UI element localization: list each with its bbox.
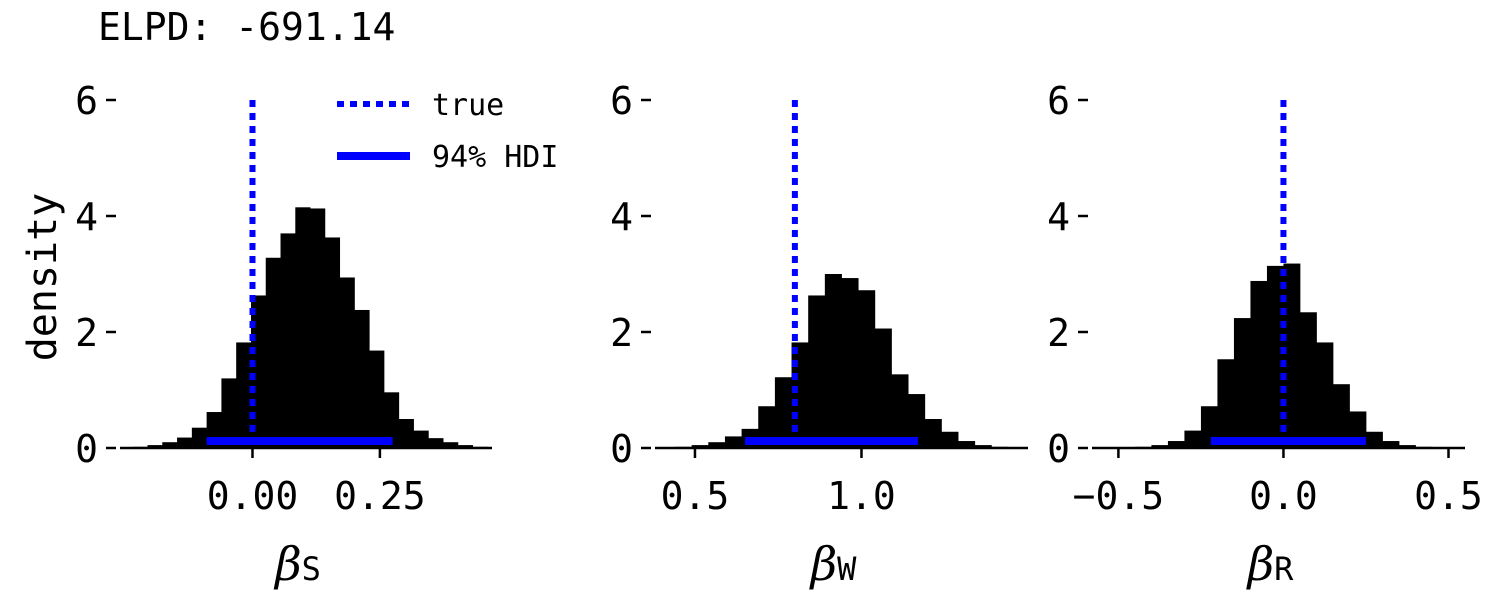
histogram-bar: [708, 442, 726, 448]
y-tick-label: 0: [1047, 427, 1070, 471]
histogram-bar: [908, 394, 926, 448]
legend-hdi-label: 94% HDI: [432, 140, 558, 175]
histogram-bar: [428, 438, 444, 448]
x-axis-label-subscript: W: [837, 550, 857, 588]
histogram-bar: [774, 377, 792, 448]
histogram-bar: [924, 419, 942, 448]
histogram-bar: [1382, 441, 1400, 448]
histogram-bar: [369, 350, 385, 448]
histogram-bar: [310, 208, 326, 448]
histogram-bar: [191, 427, 208, 448]
histogram-bar: [280, 233, 296, 448]
histogram-bar: [691, 445, 709, 448]
x-tick-label: 0.25: [334, 474, 426, 518]
histogram-bar: [841, 278, 859, 448]
histogram-bar: [858, 290, 876, 448]
histogram-bar: [443, 442, 459, 448]
histogram-bar: [1250, 280, 1268, 448]
histogram-bar: [1184, 430, 1202, 448]
histogram-bar: [1233, 318, 1251, 448]
histogram-bar: [324, 237, 341, 448]
y-tick-label: 4: [1047, 195, 1070, 239]
histogram-bar: [974, 445, 992, 448]
legend-true-label: true: [432, 88, 504, 123]
histogram-bar: [1332, 384, 1350, 448]
y-tick-label: 0: [75, 427, 98, 471]
x-tick-label: 1.0: [827, 474, 896, 518]
histogram-bar: [1299, 312, 1317, 448]
x-tick-label: 0.5: [661, 474, 730, 518]
x-axis-label-symbol: β: [809, 537, 838, 591]
histogram-bar: [413, 430, 429, 448]
y-tick-label: 4: [610, 195, 633, 239]
y-tick-label: 4: [75, 195, 98, 239]
histogram-bars: [1118, 263, 1449, 448]
histogram-bar: [354, 309, 370, 448]
histogram-bar: [265, 257, 281, 448]
histogram-bar: [1365, 431, 1383, 448]
x-axis-label-symbol: β: [273, 537, 302, 591]
legend: true 94% HDI: [337, 88, 558, 175]
x-axis-label-subscript: S: [302, 550, 321, 588]
histogram-bar: [457, 445, 474, 448]
histogram-bars: [132, 207, 488, 448]
y-tick-label: 2: [610, 311, 633, 355]
histogram-bars: [674, 274, 1009, 448]
x-tick-label: 0.5: [1414, 474, 1483, 518]
histogram-bar: [1151, 445, 1169, 448]
x-axis-label: βS: [273, 537, 321, 591]
histogram-bar: [250, 295, 267, 448]
histogram-bar: [724, 436, 742, 448]
y-tick-label: 2: [1047, 311, 1070, 355]
histogram-bar: [1167, 441, 1185, 448]
histogram-bar: [941, 431, 959, 448]
histogram-bar: [1266, 265, 1284, 448]
panel-3: −0.5 0.0 0.5 0 2 4 6 βR: [1047, 79, 1483, 591]
histogram-bar: [824, 274, 842, 448]
x-tick-label: −0.5: [1073, 474, 1165, 518]
histogram-bar: [147, 445, 163, 448]
histogram-bar: [162, 442, 178, 448]
histogram-bar: [808, 295, 826, 448]
y-tick-label: 2: [75, 311, 98, 355]
x-axis-label: βR: [1246, 537, 1295, 591]
x-axis-label-subscript: R: [1274, 550, 1294, 588]
histogram-bar: [339, 277, 355, 448]
elpd-title: ELPD: -691.14: [98, 5, 395, 49]
histogram-bar: [221, 378, 237, 448]
y-tick-label: 6: [610, 79, 633, 123]
histogram-bar: [1398, 445, 1416, 448]
y-tick-label: 6: [75, 79, 98, 123]
panel-1: 0.00 0.25 0 2 4 6 βS: [75, 79, 492, 591]
x-axis-label-symbol: β: [1246, 537, 1275, 591]
histogram-bar: [874, 328, 892, 448]
histogram-bar: [958, 441, 976, 448]
histogram-bar: [398, 419, 414, 448]
histogram-bar: [383, 392, 400, 448]
histogram-bar: [791, 342, 809, 448]
histogram-bar: [236, 342, 252, 448]
y-tick-label: 0: [610, 427, 633, 471]
x-tick-label: 0.0: [1249, 474, 1318, 518]
histogram-bar: [1316, 342, 1334, 448]
histogram-bar: [177, 437, 193, 448]
y-tick-label: 6: [1047, 79, 1070, 123]
histogram-bar: [1283, 263, 1301, 448]
histogram-bar: [1217, 359, 1235, 448]
x-tick-label: 0.00: [207, 474, 299, 518]
histogram-bar: [295, 207, 311, 448]
y-axis-label: density: [20, 193, 66, 362]
x-axis-label: βW: [809, 537, 858, 591]
panel-2: 0.5 1.0 0 2 4 6 βW: [610, 79, 1028, 591]
histogram-bar: [891, 374, 909, 448]
